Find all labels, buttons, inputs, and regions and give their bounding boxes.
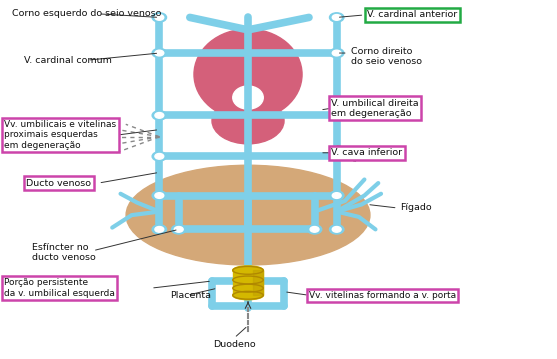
Ellipse shape	[194, 29, 302, 120]
Circle shape	[155, 193, 164, 199]
Circle shape	[310, 227, 319, 232]
Circle shape	[152, 225, 167, 234]
Bar	[253, 270, 263, 295]
Ellipse shape	[233, 291, 263, 300]
Circle shape	[330, 191, 344, 200]
Circle shape	[333, 112, 341, 118]
Circle shape	[333, 15, 341, 20]
Circle shape	[152, 48, 167, 58]
Ellipse shape	[212, 98, 284, 144]
Circle shape	[152, 191, 167, 200]
Text: Fígado: Fígado	[400, 204, 432, 213]
Text: V. cava inferior: V. cava inferior	[331, 148, 402, 157]
Ellipse shape	[126, 165, 370, 265]
Text: Duodeno: Duodeno	[213, 340, 256, 349]
Circle shape	[333, 154, 341, 159]
Text: Ducto venoso: Ducto venoso	[26, 178, 91, 187]
Circle shape	[330, 225, 344, 234]
Ellipse shape	[233, 86, 263, 109]
Circle shape	[330, 13, 344, 22]
Circle shape	[152, 111, 167, 120]
Text: Vv. vitelinas formando a v. porta: Vv. vitelinas formando a v. porta	[309, 291, 456, 300]
Text: V. cardinal comum: V. cardinal comum	[23, 56, 111, 65]
Text: Esfíncter no
ducto venoso: Esfíncter no ducto venoso	[32, 243, 96, 262]
Circle shape	[172, 225, 186, 234]
Text: Corno direito
do seio venoso: Corno direito do seio venoso	[350, 47, 422, 66]
Circle shape	[330, 48, 344, 58]
Circle shape	[333, 227, 341, 232]
Text: Corno esquerdo do seio venoso: Corno esquerdo do seio venoso	[12, 9, 162, 18]
Circle shape	[152, 152, 167, 161]
Text: Placenta: Placenta	[170, 291, 212, 300]
Circle shape	[155, 154, 164, 159]
Circle shape	[333, 193, 341, 199]
Text: Vv. umbilicais e vitelinas
proximais esquerdas
em degeneração: Vv. umbilicais e vitelinas proximais esq…	[4, 120, 116, 150]
Circle shape	[330, 152, 344, 161]
Circle shape	[155, 15, 164, 20]
Circle shape	[152, 13, 167, 22]
Bar	[233, 270, 263, 295]
Circle shape	[333, 50, 341, 56]
Circle shape	[155, 50, 164, 56]
Circle shape	[307, 225, 322, 234]
Circle shape	[330, 111, 344, 120]
Text: V. umbilical direita
em degeneração: V. umbilical direita em degeneração	[331, 99, 419, 118]
Circle shape	[155, 227, 164, 232]
Text: V. cardinal anterior: V. cardinal anterior	[367, 10, 457, 19]
Circle shape	[174, 227, 183, 232]
Ellipse shape	[233, 266, 263, 275]
Text: Porção persistente
da v. umbilical esquerda: Porção persistente da v. umbilical esque…	[4, 279, 115, 298]
Circle shape	[155, 112, 164, 118]
